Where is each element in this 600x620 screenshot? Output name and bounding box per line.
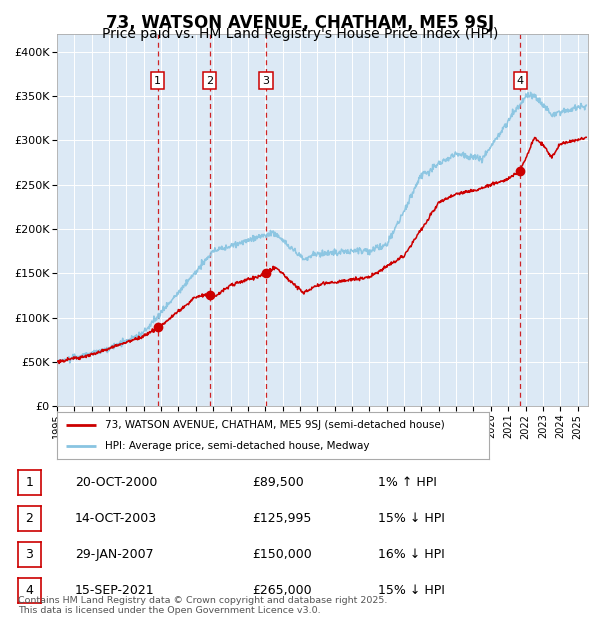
Text: £150,000: £150,000 bbox=[252, 548, 312, 560]
Text: Contains HM Land Registry data © Crown copyright and database right 2025.
This d: Contains HM Land Registry data © Crown c… bbox=[18, 596, 388, 615]
Text: £89,500: £89,500 bbox=[252, 476, 304, 489]
Text: 3: 3 bbox=[263, 76, 269, 86]
Text: HPI: Average price, semi-detached house, Medway: HPI: Average price, semi-detached house,… bbox=[104, 441, 369, 451]
Text: 1% ↑ HPI: 1% ↑ HPI bbox=[378, 476, 437, 489]
Text: 14-OCT-2003: 14-OCT-2003 bbox=[75, 512, 157, 525]
Text: 73, WATSON AVENUE, CHATHAM, ME5 9SJ (semi-detached house): 73, WATSON AVENUE, CHATHAM, ME5 9SJ (sem… bbox=[104, 420, 444, 430]
Text: 15% ↓ HPI: 15% ↓ HPI bbox=[378, 584, 445, 596]
Text: 3: 3 bbox=[25, 548, 34, 560]
Text: 20-OCT-2000: 20-OCT-2000 bbox=[75, 476, 157, 489]
Text: 1: 1 bbox=[25, 476, 34, 489]
Text: 4: 4 bbox=[25, 584, 34, 596]
Text: £125,995: £125,995 bbox=[252, 512, 311, 525]
Text: 15% ↓ HPI: 15% ↓ HPI bbox=[378, 512, 445, 525]
Text: 29-JAN-2007: 29-JAN-2007 bbox=[75, 548, 154, 560]
Text: 15-SEP-2021: 15-SEP-2021 bbox=[75, 584, 155, 596]
Text: 1: 1 bbox=[154, 76, 161, 86]
Text: 16% ↓ HPI: 16% ↓ HPI bbox=[378, 548, 445, 560]
Text: £265,000: £265,000 bbox=[252, 584, 311, 596]
Text: 4: 4 bbox=[517, 76, 524, 86]
Text: 2: 2 bbox=[206, 76, 213, 86]
Text: 73, WATSON AVENUE, CHATHAM, ME5 9SJ: 73, WATSON AVENUE, CHATHAM, ME5 9SJ bbox=[106, 14, 494, 32]
Text: Price paid vs. HM Land Registry's House Price Index (HPI): Price paid vs. HM Land Registry's House … bbox=[102, 27, 498, 41]
Text: 2: 2 bbox=[25, 512, 34, 525]
